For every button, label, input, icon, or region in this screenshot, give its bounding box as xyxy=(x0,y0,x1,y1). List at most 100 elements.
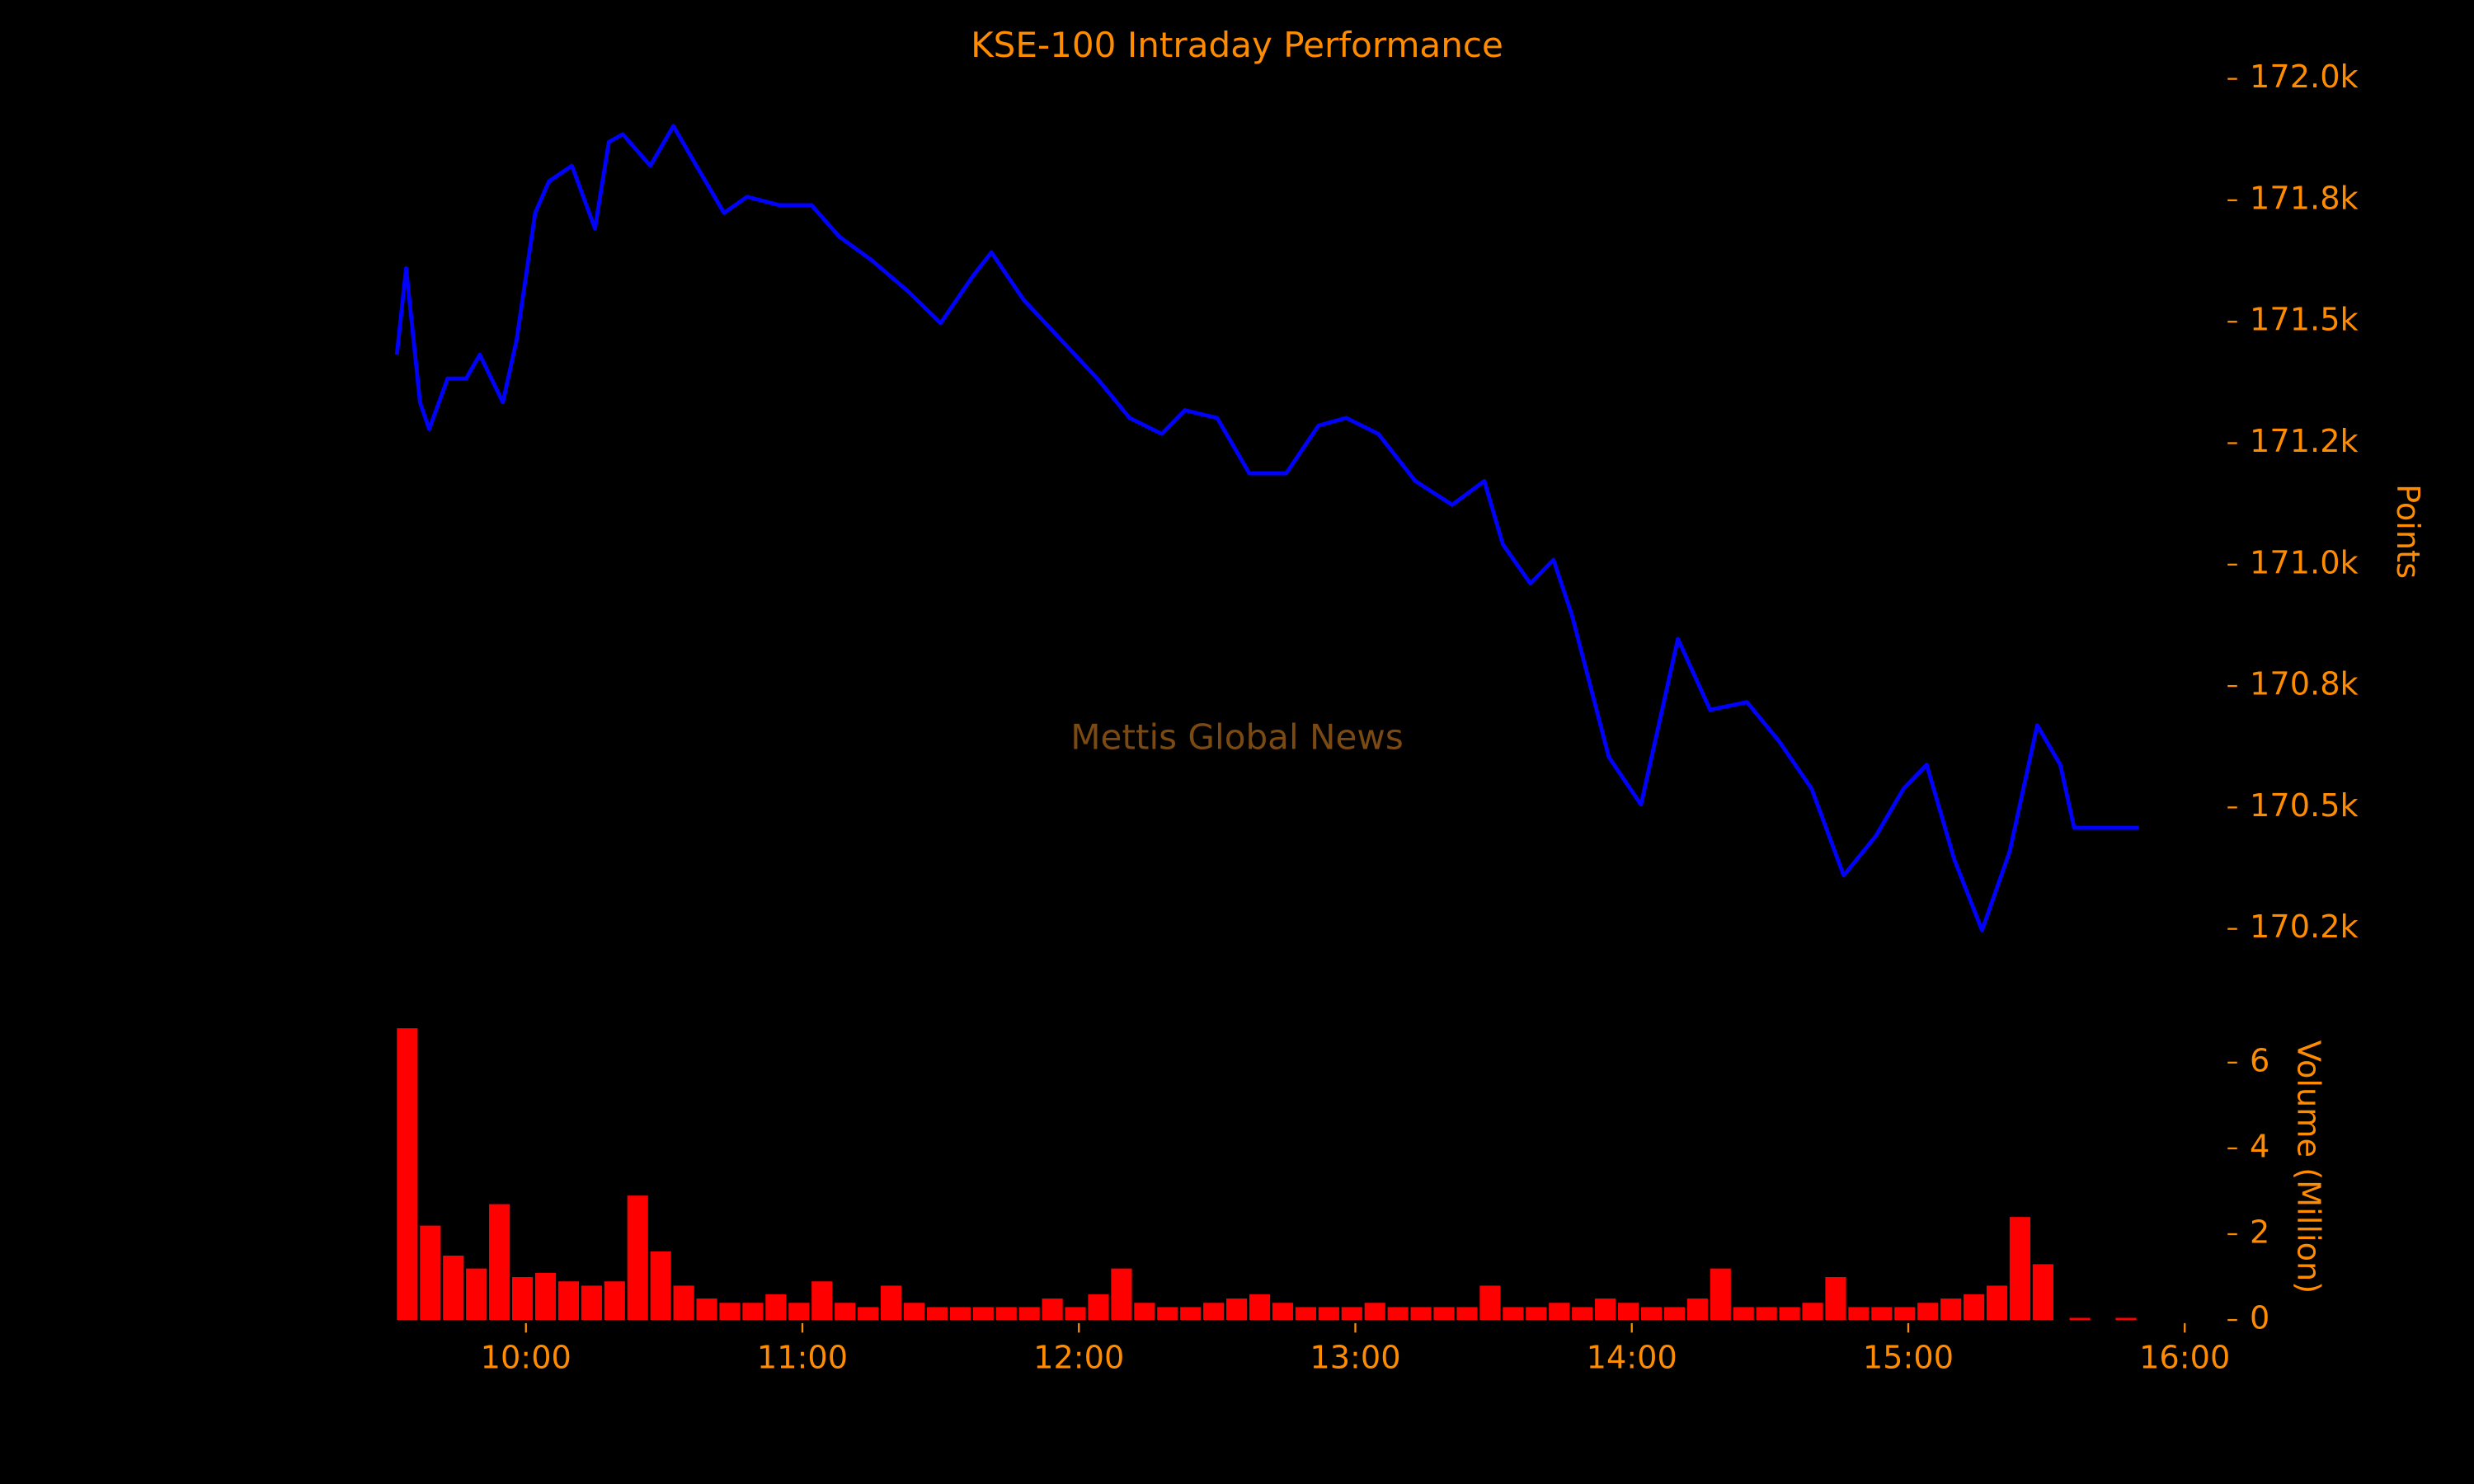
volume-bar xyxy=(534,1272,557,1321)
volume-bar xyxy=(788,1303,810,1321)
volume-bar xyxy=(696,1298,717,1321)
volume-bar xyxy=(1318,1307,1339,1321)
volume-bar xyxy=(1180,1307,1202,1321)
volume-bar xyxy=(811,1281,833,1321)
volume-bar xyxy=(1825,1277,1846,1321)
volume-bar xyxy=(489,1204,510,1321)
volume-bar xyxy=(1940,1298,1962,1321)
volume-bar xyxy=(1964,1294,1985,1321)
watermark: Mettis Global News xyxy=(1070,717,1403,758)
volume-bar xyxy=(972,1307,994,1321)
volume-bar xyxy=(1871,1307,1893,1321)
volume-bar xyxy=(604,1281,625,1321)
volume-bar xyxy=(1710,1268,1731,1321)
volume-bar xyxy=(2069,1317,2091,1321)
y-tick-label: 170.8k xyxy=(2250,666,2359,703)
y-tick-label: 171.5k xyxy=(2250,302,2359,339)
volume-bar xyxy=(1042,1298,1063,1321)
volume-bar xyxy=(1203,1303,1225,1321)
x-tick-label: 16:00 xyxy=(2139,1339,2230,1376)
volume-bar xyxy=(1088,1294,1109,1321)
volume-bar xyxy=(1249,1294,1271,1321)
volume-bar xyxy=(1456,1307,1478,1321)
y-tick-label: 6 xyxy=(2250,1042,2269,1079)
volume-bar xyxy=(1779,1307,1800,1321)
volume-bar xyxy=(949,1307,971,1321)
y-tick-label: 172.0k xyxy=(2250,59,2359,96)
y-tick-label: 170.2k xyxy=(2250,909,2359,946)
volume-bar xyxy=(926,1307,948,1321)
volume-bar xyxy=(835,1303,856,1321)
y-tick-label: 4 xyxy=(2250,1128,2269,1165)
volume-bar xyxy=(1111,1268,1132,1321)
volume-bar xyxy=(443,1256,464,1321)
volume-bar xyxy=(903,1303,925,1321)
volume-axis-label: Volume (Million) xyxy=(2289,1040,2326,1294)
volume-bar xyxy=(1341,1307,1362,1321)
volume-bar xyxy=(2032,1264,2053,1321)
price-line xyxy=(394,124,2139,932)
volume-bar xyxy=(673,1285,694,1321)
volume-bar xyxy=(1157,1307,1178,1321)
volume-bar xyxy=(650,1251,671,1321)
volume-bar xyxy=(1572,1307,1593,1321)
volume-bar xyxy=(1733,1307,1754,1321)
volume-bar xyxy=(1018,1307,1040,1321)
x-tick-label: 12:00 xyxy=(1033,1339,1124,1376)
volume-bar xyxy=(1640,1307,1663,1321)
volume-bar xyxy=(420,1225,441,1321)
y-axis-label: Points xyxy=(2389,484,2426,579)
volume-bar xyxy=(581,1285,602,1321)
volume-bar xyxy=(1802,1303,1823,1321)
volume-bar xyxy=(1526,1307,1547,1321)
volume-bar xyxy=(858,1307,879,1321)
volume-bar xyxy=(627,1195,648,1321)
x-tick-label: 14:00 xyxy=(1587,1339,1677,1376)
y-tick-label: 171.8k xyxy=(2250,180,2359,217)
volume-bar xyxy=(1065,1307,1086,1321)
volume-bar xyxy=(1917,1303,1939,1321)
volume-bar xyxy=(1410,1307,1432,1321)
volume-bar xyxy=(2115,1317,2137,1321)
volume-bar xyxy=(511,1277,534,1321)
x-tick-label: 10:00 xyxy=(481,1339,571,1376)
volume-bar xyxy=(1595,1298,1616,1321)
chart-title: KSE-100 Intraday Performance xyxy=(971,25,1503,65)
volume-bar xyxy=(1663,1307,1685,1321)
volume-bar xyxy=(995,1307,1017,1321)
volume-bar xyxy=(1894,1307,1916,1321)
volume-bar xyxy=(1364,1303,1385,1321)
volume-bar xyxy=(1272,1303,1294,1321)
y-tick-label: 0 xyxy=(2250,1300,2269,1337)
y-tick-label: 170.5k xyxy=(2250,787,2359,824)
volume-bar xyxy=(1295,1307,1316,1321)
x-tick-label: 13:00 xyxy=(1310,1339,1400,1376)
volume-bar xyxy=(1387,1307,1409,1321)
volume-bar xyxy=(1479,1285,1501,1321)
volume-bar xyxy=(1503,1307,1524,1321)
volume-bar xyxy=(1134,1303,1155,1321)
volume-bar xyxy=(1756,1307,1777,1321)
volume-bar xyxy=(1848,1307,1870,1321)
volume-bar xyxy=(765,1294,787,1321)
volume-bar xyxy=(880,1285,902,1321)
x-tick-label: 11:00 xyxy=(757,1339,848,1376)
volume-bar xyxy=(397,1028,418,1321)
volume-bar xyxy=(742,1303,764,1321)
volume-bar xyxy=(1686,1298,1708,1321)
volume-bar xyxy=(466,1268,487,1321)
volume-bar xyxy=(719,1303,741,1321)
volume-bar xyxy=(1549,1303,1570,1321)
volume-bar xyxy=(1226,1298,1248,1321)
y-tick-label: 171.0k xyxy=(2250,544,2359,581)
x-tick-label: 15:00 xyxy=(1863,1339,1954,1376)
volume-bar xyxy=(1986,1285,2008,1321)
volume-bar xyxy=(1617,1303,1639,1321)
volume-bar xyxy=(2009,1217,2031,1321)
volume-bar xyxy=(1433,1307,1455,1321)
volume-bar xyxy=(557,1281,580,1321)
y-tick-label: 2 xyxy=(2250,1214,2269,1251)
y-tick-label: 171.2k xyxy=(2250,423,2359,460)
